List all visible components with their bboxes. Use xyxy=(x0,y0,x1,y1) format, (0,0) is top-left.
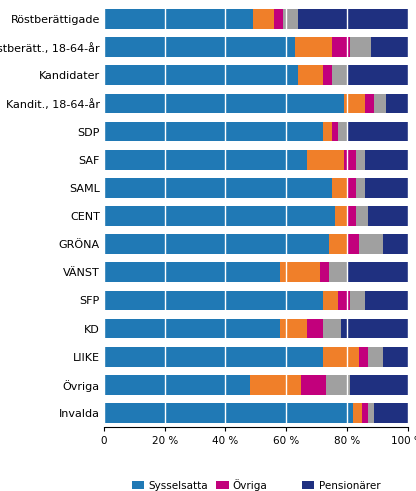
Bar xyxy=(365,94,374,113)
Bar xyxy=(353,403,362,423)
Bar xyxy=(104,347,323,367)
Bar xyxy=(104,206,335,226)
Bar xyxy=(323,319,341,338)
Bar xyxy=(347,263,408,282)
Legend: Sysselsatta, Arbetslösa, Övriga, Studerande, Pensionärer: Sysselsatta, Arbetslösa, Övriga, Studera… xyxy=(127,475,384,491)
Bar xyxy=(104,403,353,423)
Bar xyxy=(332,122,338,141)
Bar xyxy=(307,150,344,169)
Bar xyxy=(253,9,274,29)
Bar xyxy=(104,150,307,169)
Bar xyxy=(341,319,408,338)
Bar xyxy=(332,178,347,198)
Bar xyxy=(368,403,374,423)
Bar xyxy=(374,94,386,113)
Bar xyxy=(280,319,307,338)
Bar xyxy=(362,403,368,423)
Bar xyxy=(371,37,408,57)
Bar xyxy=(104,9,253,29)
Bar xyxy=(307,319,323,338)
Bar xyxy=(323,291,338,310)
Bar xyxy=(332,65,347,85)
Bar xyxy=(104,291,323,310)
Bar xyxy=(323,347,359,367)
Bar xyxy=(104,122,323,141)
Bar xyxy=(347,65,408,85)
Bar xyxy=(365,150,408,169)
Bar xyxy=(326,375,350,395)
Bar xyxy=(301,375,326,395)
Bar xyxy=(104,375,250,395)
Bar xyxy=(356,178,365,198)
Bar xyxy=(384,234,408,254)
Bar xyxy=(104,178,332,198)
Bar xyxy=(350,37,371,57)
Bar xyxy=(104,94,344,113)
Bar xyxy=(356,150,365,169)
Bar xyxy=(365,178,408,198)
Bar xyxy=(298,65,323,85)
Bar xyxy=(298,9,408,29)
Bar xyxy=(283,9,298,29)
Bar xyxy=(359,347,368,367)
Bar xyxy=(104,65,298,85)
Bar xyxy=(104,319,280,338)
Bar xyxy=(323,122,332,141)
Bar xyxy=(329,263,347,282)
Bar xyxy=(329,234,347,254)
Bar xyxy=(338,122,347,141)
Bar xyxy=(104,263,280,282)
Bar xyxy=(344,94,365,113)
Bar xyxy=(295,37,332,57)
Bar xyxy=(374,403,408,423)
Bar xyxy=(344,150,356,169)
Bar xyxy=(338,291,350,310)
Bar xyxy=(347,206,356,226)
Bar xyxy=(368,206,408,226)
Bar xyxy=(319,263,329,282)
Bar xyxy=(280,263,319,282)
Bar xyxy=(323,65,332,85)
Bar xyxy=(350,375,408,395)
Bar xyxy=(384,347,408,367)
Bar xyxy=(347,234,359,254)
Bar xyxy=(347,178,356,198)
Bar xyxy=(356,206,368,226)
Bar xyxy=(347,122,408,141)
Bar xyxy=(104,37,295,57)
Bar xyxy=(350,291,365,310)
Bar xyxy=(104,234,329,254)
Bar xyxy=(359,234,384,254)
Bar xyxy=(335,206,347,226)
Bar xyxy=(368,347,384,367)
Bar xyxy=(332,37,350,57)
Bar xyxy=(365,291,408,310)
Bar xyxy=(274,9,283,29)
Bar xyxy=(250,375,301,395)
Bar xyxy=(386,94,408,113)
